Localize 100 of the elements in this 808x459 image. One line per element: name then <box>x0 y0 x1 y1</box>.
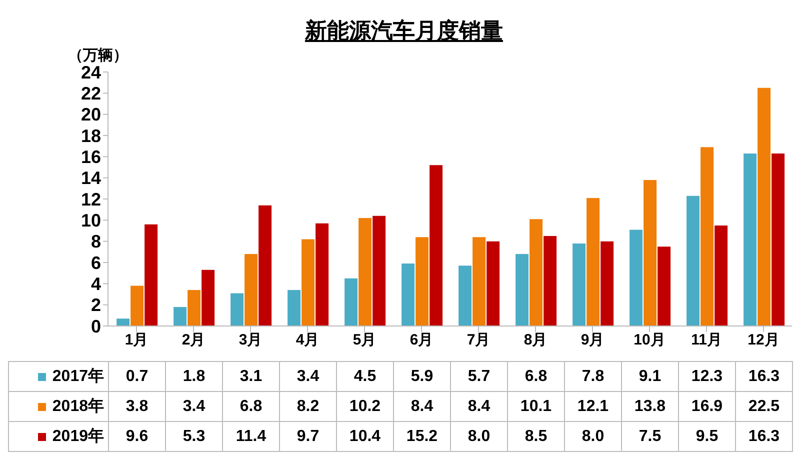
y-tick-label: 12 <box>80 189 101 210</box>
data-label: 16.3 <box>736 362 792 392</box>
data-label: 8.5 <box>508 422 564 452</box>
y-tick-label: 0 <box>90 316 101 336</box>
data-label: 13.8 <box>622 392 678 422</box>
data-label: 8.0 <box>450 422 508 452</box>
x-tick-label: 7月 <box>466 332 490 349</box>
x-tick-label: 5月 <box>352 332 376 349</box>
bar <box>458 266 472 326</box>
bar <box>686 196 700 326</box>
data-label: 9.6 <box>108 422 166 452</box>
y-tick-label: 18 <box>80 126 101 146</box>
bar <box>244 254 258 326</box>
data-label: 3.1 <box>222 362 280 392</box>
x-tick-label: 11月 <box>691 332 722 349</box>
y-tick-label: 20 <box>80 104 101 125</box>
bar <box>544 236 557 326</box>
y-tick-label: 10 <box>80 210 101 231</box>
bar <box>116 318 130 326</box>
x-tick-label: 6月 <box>410 332 434 349</box>
x-tick-label: 2月 <box>182 332 206 349</box>
bar <box>358 218 372 326</box>
bar <box>572 243 586 326</box>
bar <box>258 205 272 326</box>
data-label: 10.2 <box>336 392 394 422</box>
x-tick-label: 12月 <box>748 332 780 349</box>
data-label: 5.9 <box>394 362 450 392</box>
data-label: 11.4 <box>222 422 280 452</box>
x-tick-label: 3月 <box>238 332 262 349</box>
bar <box>174 306 187 326</box>
data-label: 8.0 <box>564 422 622 452</box>
data-label: 7.8 <box>564 362 622 392</box>
bar <box>230 293 244 326</box>
data-label: 9.7 <box>280 422 336 452</box>
data-label: 22.5 <box>736 392 792 422</box>
bar <box>202 270 215 326</box>
bar <box>144 224 158 326</box>
chart-title: 新能源汽车月度销量 <box>304 17 504 45</box>
x-tick-label: 8月 <box>524 332 548 349</box>
bar <box>658 246 671 326</box>
data-label: 8.4 <box>394 392 450 422</box>
y-tick-label: 6 <box>90 252 101 273</box>
data-label: 4.5 <box>336 362 394 392</box>
x-tick-label: 10月 <box>634 332 666 349</box>
bar <box>372 216 386 326</box>
y-tick-label: 4 <box>90 274 101 294</box>
bar <box>516 254 529 326</box>
bar <box>316 223 329 326</box>
data-label: 1.8 <box>166 362 222 392</box>
data-label: 5.3 <box>166 422 222 452</box>
bar <box>758 88 771 326</box>
y-tick-label: 14 <box>80 168 101 188</box>
data-label: 3.8 <box>108 392 166 422</box>
x-tick-label: 1月 <box>124 332 148 349</box>
bar <box>302 239 315 326</box>
y-tick-label: 8 <box>90 232 101 252</box>
bar <box>416 237 429 326</box>
x-tick-label: 9月 <box>580 332 604 349</box>
bar <box>402 264 415 326</box>
data-label: 10.1 <box>508 392 564 422</box>
data-label: 7.5 <box>622 422 678 452</box>
data-label: 16.3 <box>736 422 792 452</box>
bar <box>530 219 543 326</box>
bar <box>472 237 486 326</box>
bar <box>586 198 600 326</box>
data-label: 8.4 <box>450 392 508 422</box>
legend-label: 2019年 <box>8 422 108 452</box>
bar <box>430 165 443 326</box>
bar <box>130 286 144 326</box>
bar <box>772 153 785 326</box>
y-tick-label: 22 <box>80 84 101 104</box>
data-label: 12.3 <box>678 362 736 392</box>
data-label: 5.7 <box>450 362 508 392</box>
data-label: 10.4 <box>336 422 394 452</box>
bar <box>744 153 757 326</box>
y-axis-title: （万辆） <box>68 46 128 65</box>
bar <box>700 147 714 326</box>
data-label: 9.1 <box>622 362 678 392</box>
data-label: 9.5 <box>678 422 736 452</box>
data-label: 6.8 <box>222 392 280 422</box>
bar <box>344 278 358 326</box>
y-tick-label: 24 <box>80 62 101 82</box>
bar <box>188 290 201 326</box>
data-label: 12.1 <box>564 392 622 422</box>
bar <box>288 290 301 326</box>
bar <box>600 241 614 326</box>
data-label: 15.2 <box>394 422 450 452</box>
bar <box>486 241 500 326</box>
legend-label: 2018年 <box>8 392 108 422</box>
y-tick-label: 16 <box>80 147 101 168</box>
bar <box>630 230 643 326</box>
data-label: 6.8 <box>508 362 564 392</box>
bar <box>644 180 657 326</box>
legend-label: 2017年 <box>8 362 108 392</box>
data-label: 8.2 <box>280 392 336 422</box>
bar <box>714 225 728 326</box>
data-label: 3.4 <box>280 362 336 392</box>
data-label: 3.4 <box>166 392 222 422</box>
y-tick-label: 2 <box>90 295 101 316</box>
x-tick-label: 4月 <box>296 332 320 349</box>
